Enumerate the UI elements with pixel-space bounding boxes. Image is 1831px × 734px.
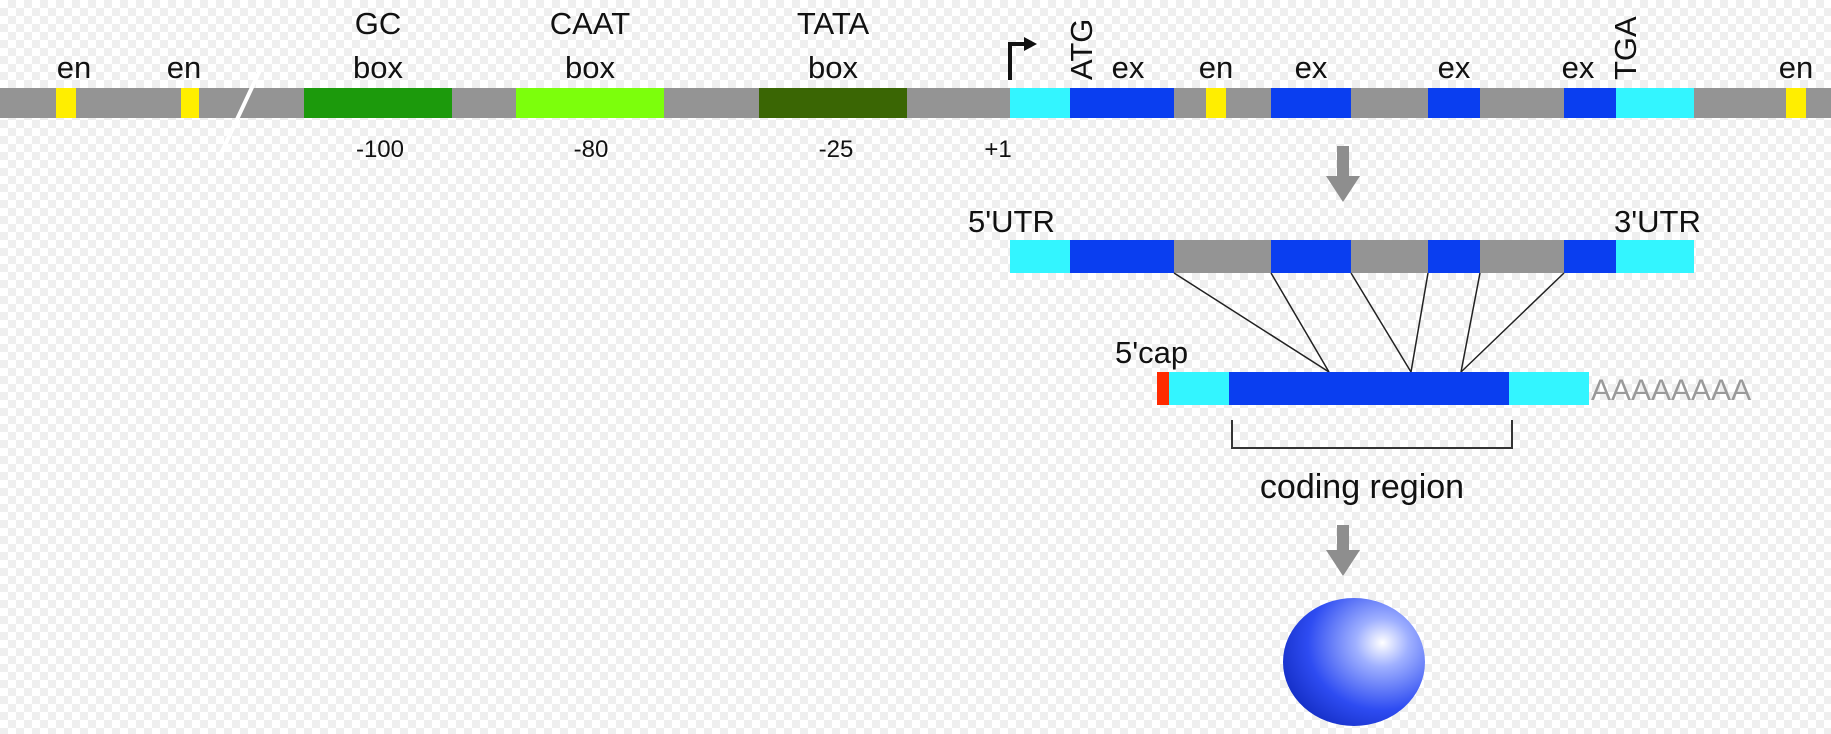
utr5-segment bbox=[1010, 88, 1070, 118]
gc-box bbox=[304, 88, 452, 118]
arrowhead-icon bbox=[1024, 37, 1037, 51]
coding-region-bracket bbox=[1231, 420, 1513, 449]
enhancer-label-4: en bbox=[1779, 50, 1813, 85]
utr3-label: 3'UTR bbox=[1614, 204, 1701, 239]
mrna-coding-region bbox=[1229, 372, 1509, 405]
transcription-start-arrow bbox=[1008, 42, 1026, 80]
stop-codon-label: TGA bbox=[1608, 16, 1643, 80]
pre-mrna-exon-4 bbox=[1564, 240, 1616, 273]
pre-mrna-utr5 bbox=[1010, 240, 1070, 273]
enhancer-label-3: en bbox=[1199, 50, 1233, 85]
caat-box bbox=[516, 88, 664, 118]
arrow-shaft bbox=[1337, 146, 1349, 182]
enhancer-2 bbox=[181, 88, 199, 118]
pre-mrna-exon-3 bbox=[1428, 240, 1480, 273]
exon-label-3: ex bbox=[1438, 50, 1471, 85]
gc-box-position: -100 bbox=[356, 136, 404, 163]
gc-box-label-line1: GC bbox=[355, 6, 402, 41]
poly-a-tail: AAAAAAAA bbox=[1591, 374, 1751, 407]
utr5-label: 5'UTR bbox=[968, 204, 1055, 239]
caat-box-label-line2: box bbox=[565, 50, 615, 85]
five-prime-cap bbox=[1157, 372, 1169, 405]
splice-line bbox=[1173, 272, 1330, 373]
utr3-segment bbox=[1616, 88, 1694, 118]
dna-backbone bbox=[0, 88, 1831, 118]
cap-label: 5'cap bbox=[1115, 335, 1188, 370]
splice-line bbox=[1460, 272, 1565, 373]
enhancer-label-1: en bbox=[57, 50, 91, 85]
splice-line bbox=[1350, 272, 1412, 373]
tata-box-label-line1: TATA bbox=[797, 6, 870, 41]
enhancer-3 bbox=[1206, 88, 1226, 118]
exon-3 bbox=[1428, 88, 1480, 118]
splice-line bbox=[1460, 272, 1481, 373]
break-mark bbox=[216, 65, 264, 161]
mrna-utr3 bbox=[1509, 372, 1589, 405]
pre-mrna-exon-1 bbox=[1070, 240, 1174, 273]
enhancer-label-2: en bbox=[167, 50, 201, 85]
exon-1 bbox=[1070, 88, 1174, 118]
splicing-lines bbox=[1173, 272, 1565, 373]
transcription-arrow bbox=[1326, 146, 1360, 202]
start-site-position: +1 bbox=[984, 136, 1011, 163]
down-arrow-icon bbox=[1326, 176, 1360, 202]
mature-mrna: AAAAAAAA 5'cap coding region bbox=[1115, 335, 1751, 506]
splice-line bbox=[1270, 272, 1330, 373]
splice-line bbox=[1410, 272, 1429, 373]
start-codon-label: ATG bbox=[1064, 19, 1099, 80]
gene-dna: en en GC box CAAT box TATA box ATG ex en… bbox=[0, 6, 1831, 163]
translation-arrow bbox=[1326, 525, 1360, 576]
tata-box bbox=[759, 88, 907, 118]
caat-box-position: -80 bbox=[574, 136, 609, 163]
gc-box-label-line2: box bbox=[353, 50, 403, 85]
arrow-shaft bbox=[1337, 525, 1349, 557]
exon-label-1: ex bbox=[1112, 50, 1145, 85]
tata-box-label-line2: box bbox=[808, 50, 858, 85]
tata-box-position: -25 bbox=[819, 136, 854, 163]
exon-label-2: ex bbox=[1295, 50, 1328, 85]
mrna-utr5 bbox=[1169, 372, 1229, 405]
enhancer-4 bbox=[1786, 88, 1806, 118]
pre-mrna-utr3 bbox=[1616, 240, 1694, 273]
protein-icon bbox=[1283, 598, 1425, 726]
coding-region-label: coding region bbox=[1260, 468, 1464, 506]
exon-label-4: ex bbox=[1562, 50, 1595, 85]
down-arrow-icon bbox=[1326, 550, 1360, 576]
exon-2 bbox=[1271, 88, 1351, 118]
pre-mrna-exon-2 bbox=[1271, 240, 1351, 273]
pre-mrna: 5'UTR 3'UTR bbox=[968, 204, 1701, 273]
caat-box-label-line1: CAAT bbox=[550, 6, 630, 41]
exon-4 bbox=[1564, 88, 1616, 118]
enhancer-1 bbox=[56, 88, 76, 118]
